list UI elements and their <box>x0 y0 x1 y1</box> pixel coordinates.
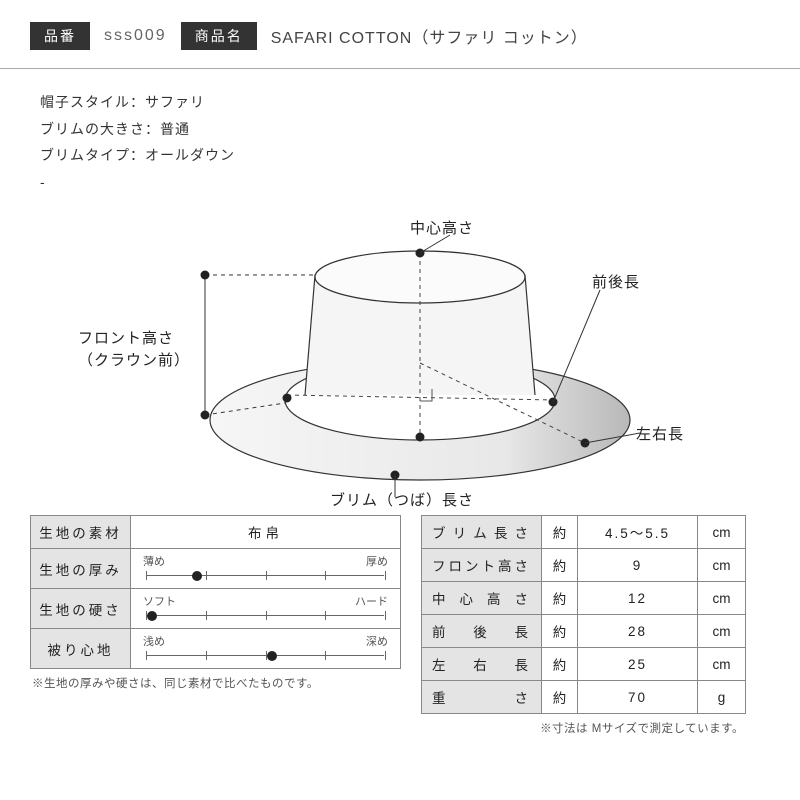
dim-label: 前後長 <box>422 615 542 648</box>
slider-min: ソフト <box>143 593 176 609</box>
dim-label: フロント高さ <box>422 549 542 582</box>
dim-unit: cm <box>698 582 746 615</box>
dim-value: 4.5〜5.5 <box>578 516 698 549</box>
spec-line: 帽子スタイル：サファリ <box>40 89 760 116</box>
spec-line: ブリムタイプ：オールダウン <box>40 142 760 169</box>
slider-max: ハード <box>355 593 388 609</box>
dim-approx: 約 <box>542 582 578 615</box>
dim-approx: 約 <box>542 516 578 549</box>
right-table-col: ブリム長さ約4.5〜5.5cmフロント高さ約9cm中心高さ約12cm前後長約28… <box>421 515 746 742</box>
fit-slider: 浅め 深め <box>131 629 401 669</box>
dim-unit: cm <box>698 516 746 549</box>
label-left-right: 左右長 <box>636 423 684 444</box>
dim-unit: cm <box>698 615 746 648</box>
label-brim: ブリム（つば）長さ <box>330 489 474 510</box>
spec-line: - <box>40 169 760 196</box>
dim-approx: 約 <box>542 648 578 681</box>
dim-value: 70 <box>578 681 698 714</box>
right-footnote: ※寸法は Mサイズで測定しています。 <box>421 714 746 742</box>
slider-max: 厚め <box>366 553 388 569</box>
dim-approx: 約 <box>542 681 578 714</box>
label-front-height-2: （クラウン前） <box>78 349 190 370</box>
dim-label: 中心高さ <box>422 582 542 615</box>
spec-lines: 帽子スタイル：サファリ ブリムの大きさ：普通 ブリムタイプ：オールダウン - <box>0 69 800 205</box>
dim-label: 左右長 <box>422 648 542 681</box>
dim-value: 28 <box>578 615 698 648</box>
dimensions-table: ブリム長さ約4.5〜5.5cmフロント高さ約9cm中心高さ約12cm前後長約28… <box>421 515 746 714</box>
fit-label: 被り心地 <box>31 629 131 669</box>
thick-label: 生地の厚み <box>31 549 131 589</box>
hard-slider: ソフト ハード <box>131 589 401 629</box>
dim-approx: 約 <box>542 615 578 648</box>
badge-product-name: 商品名 <box>181 22 257 50</box>
mat-value: 布帛 <box>131 516 401 549</box>
slider-min: 浅め <box>143 633 165 649</box>
label-center-height: 中心高さ <box>410 217 474 238</box>
label-front-height-1: フロント高さ <box>78 327 174 348</box>
hard-label: 生地の硬さ <box>31 589 131 629</box>
thick-slider: 薄め 厚め <box>131 549 401 589</box>
dim-value: 12 <box>578 582 698 615</box>
dim-unit: cm <box>698 648 746 681</box>
dim-label: ブリム長さ <box>422 516 542 549</box>
left-footnote: ※生地の厚みや硬さは、同じ素材で比べたものです。 <box>30 669 401 697</box>
badge-product-no: 品番 <box>30 22 90 50</box>
product-header: 品番 sss009 商品名 SAFARI COTTON（サファリ コットン） <box>0 0 800 69</box>
product-name-value: SAFARI COTTON（サファリ コットン） <box>271 24 588 48</box>
dim-unit: cm <box>698 549 746 582</box>
dim-approx: 約 <box>542 549 578 582</box>
slider-max: 深め <box>366 633 388 649</box>
left-table-col: 生地の素材 布帛 生地の厚み 薄め 厚め 生地の硬さ ソフト ハード 被り心地 <box>30 515 401 742</box>
slider-min: 薄め <box>143 553 165 569</box>
product-no-value: sss009 <box>104 27 167 45</box>
label-front-back: 前後長 <box>592 271 640 292</box>
mat-label: 生地の素材 <box>31 516 131 549</box>
spec-line: ブリムの大きさ：普通 <box>40 116 760 143</box>
dim-label: 重さ <box>422 681 542 714</box>
dim-value: 9 <box>578 549 698 582</box>
dim-unit: g <box>698 681 746 714</box>
tables-row: 生地の素材 布帛 生地の厚み 薄め 厚め 生地の硬さ ソフト ハード 被り心地 <box>0 515 800 742</box>
hat-diagram: 中心高さ 前後長 フロント高さ （クラウン前） 左右長 ブリム（つば）長さ <box>0 205 800 515</box>
dim-value: 25 <box>578 648 698 681</box>
material-table: 生地の素材 布帛 生地の厚み 薄め 厚め 生地の硬さ ソフト ハード 被り心地 <box>30 515 401 669</box>
